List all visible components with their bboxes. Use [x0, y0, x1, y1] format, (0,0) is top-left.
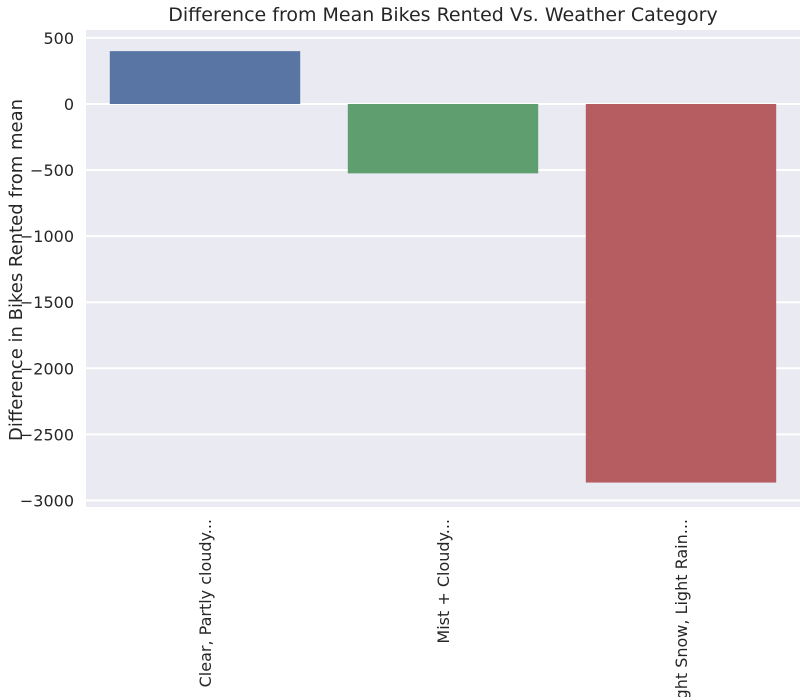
- x-axis-ticks: Clear, Partly cloudy... Mist + Cloudy... L…: [196, 519, 691, 697]
- y-tick-label: −2000: [20, 359, 74, 378]
- x-tick-label: Mist + Cloudy...: [434, 519, 453, 644]
- chart-title: Difference from Mean Bikes Rented Vs. We…: [168, 4, 717, 26]
- y-axis-ticks: 500 0 −500 −1000 −1500 −2000 −2500 −3000: [20, 29, 74, 510]
- bar: [347, 103, 539, 174]
- y-tick-label: 500: [43, 29, 74, 48]
- bars: [109, 51, 777, 483]
- y-tick-label: −1500: [20, 293, 74, 312]
- bar: [585, 103, 777, 483]
- y-tick-label: −500: [30, 161, 74, 180]
- y-tick-label: −2500: [20, 425, 74, 444]
- y-tick-label: −1000: [20, 227, 74, 246]
- x-tick-label: Clear, Partly cloudy...: [196, 519, 215, 687]
- y-tick-label: −3000: [20, 491, 74, 510]
- x-tick-label: Light Snow, Light Rain...: [672, 519, 691, 697]
- y-tick-label: 0: [64, 95, 74, 114]
- y-axis-label: Difference in Bikes Rented from mean: [6, 99, 27, 441]
- bar: [109, 51, 301, 104]
